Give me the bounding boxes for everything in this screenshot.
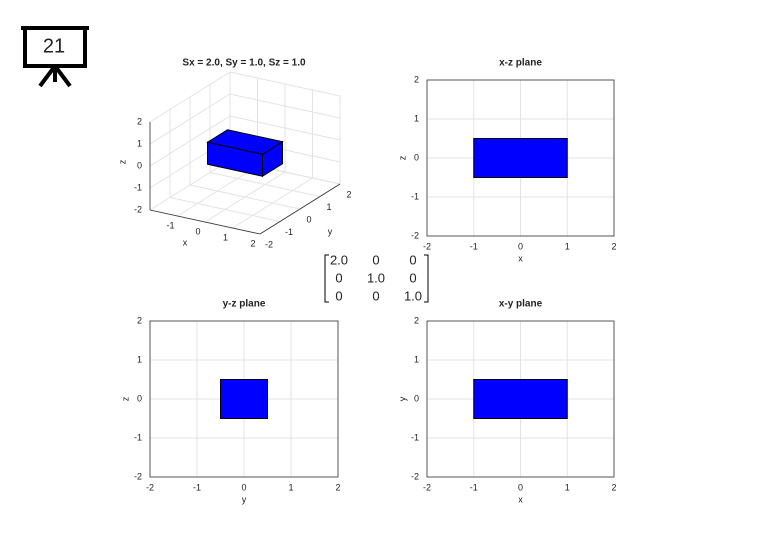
y-tick-label: 2 <box>414 315 419 325</box>
y-axis-label: y <box>328 226 333 236</box>
matrix-entry: 0 <box>372 252 379 267</box>
y-tick-label: 1 <box>326 202 331 212</box>
x-tick-label: 2 <box>611 482 616 492</box>
y-tick-label: 1 <box>414 354 419 364</box>
z-tick-label: 0 <box>137 160 142 170</box>
chart-title: Sx = 2.0, Sy = 1.0, Sz = 1.0 <box>182 58 306 69</box>
x-tick-label: 2 <box>335 482 340 492</box>
x-tick-label: 0 <box>518 241 523 251</box>
y-axis-label: y <box>397 396 407 401</box>
y-axis-label: z <box>120 396 130 401</box>
matrix-brackets <box>324 254 429 303</box>
x-tick-label: 2 <box>611 241 616 251</box>
y-tick-label: -1 <box>285 227 293 237</box>
rectangle <box>220 379 268 419</box>
grid-line <box>189 184 301 210</box>
x-axis-label: x <box>183 237 188 247</box>
y-axis-label: z <box>397 155 407 160</box>
z-tick-label: 2 <box>137 116 142 126</box>
chart-title: y-z plane <box>223 299 266 310</box>
grid-line <box>229 93 341 119</box>
matrix-entry: 2.0 <box>330 252 348 267</box>
x-tick-label: 1 <box>223 232 228 242</box>
axes-frame <box>426 79 615 237</box>
grid-line <box>149 71 231 123</box>
matrix-entry: 0 <box>335 288 342 303</box>
matrix-entry: 1.0 <box>367 270 385 285</box>
y-tick-label: 0 <box>137 393 142 403</box>
y-tick-label: 2 <box>137 315 142 325</box>
y-tick-label: -2 <box>134 471 142 481</box>
chart-title: x-y plane <box>499 299 543 310</box>
y-tick-label: -2 <box>411 230 419 240</box>
slide-number: 21 <box>43 35 65 57</box>
axes-frame <box>426 320 615 478</box>
x-tick-label: 0 <box>241 482 246 492</box>
box-face-top <box>206 129 284 155</box>
z-tick-label: -2 <box>134 204 142 214</box>
matrix-entry: 0 <box>372 288 379 303</box>
grid-line <box>149 93 231 145</box>
axes-frame <box>149 320 339 478</box>
axis-line <box>149 209 261 235</box>
grid-line <box>229 115 341 141</box>
rectangle <box>473 379 568 419</box>
z-tick-label: -1 <box>134 182 142 192</box>
x-axis-label: x <box>518 494 523 504</box>
y-tick-label: 1 <box>137 354 142 364</box>
z-tick-label: 1 <box>137 138 142 148</box>
y-tick-label: -2 <box>411 471 419 481</box>
z-axis-label: z <box>117 159 127 164</box>
matrix-entry: 0 <box>335 270 342 285</box>
axis-line <box>259 183 341 235</box>
x-tick-label: 1 <box>288 482 293 492</box>
y-tick-label: -1 <box>411 432 419 442</box>
grid-line <box>229 71 341 97</box>
y-tick-label: -1 <box>411 191 419 201</box>
x-tick-label: 2 <box>250 238 255 248</box>
x-axis-label: x <box>518 253 523 263</box>
y-tick-label: 0 <box>414 152 419 162</box>
matrix-entry: 1.0 <box>404 288 422 303</box>
matrix-entry: 0 <box>409 270 416 285</box>
x-tick-label: 1 <box>565 482 570 492</box>
y-tick-label: -1 <box>134 432 142 442</box>
y-tick-label: 2 <box>414 74 419 84</box>
x-tick-label: -2 <box>423 241 431 251</box>
x-tick-label: 1 <box>565 241 570 251</box>
grid-line <box>149 115 231 167</box>
x-tick-label: -1 <box>470 482 478 492</box>
grid-line <box>149 159 231 211</box>
rectangle <box>473 138 568 178</box>
x-tick-label: -2 <box>146 482 154 492</box>
grid-line <box>209 172 321 197</box>
x-tick-label: -1 <box>193 482 201 492</box>
x-tick-label: -2 <box>423 482 431 492</box>
x-tick-label: -1 <box>166 220 174 230</box>
grid-line <box>169 197 281 222</box>
slide-icon <box>21 26 89 88</box>
y-tick-label: 1 <box>414 113 419 123</box>
y-tick-label: 2 <box>346 189 351 199</box>
matrix-entry: 0 <box>409 252 416 267</box>
y-tick-label: 0 <box>306 214 311 224</box>
x-tick-label: 0 <box>518 482 523 492</box>
x-tick-label: 0 <box>195 226 200 236</box>
y-tick-label: -2 <box>265 239 273 249</box>
chart-title: x-z plane <box>499 58 542 69</box>
x-tick-label: -1 <box>470 241 478 251</box>
x-axis-label: y <box>242 494 247 504</box>
y-tick-label: 0 <box>414 393 419 403</box>
